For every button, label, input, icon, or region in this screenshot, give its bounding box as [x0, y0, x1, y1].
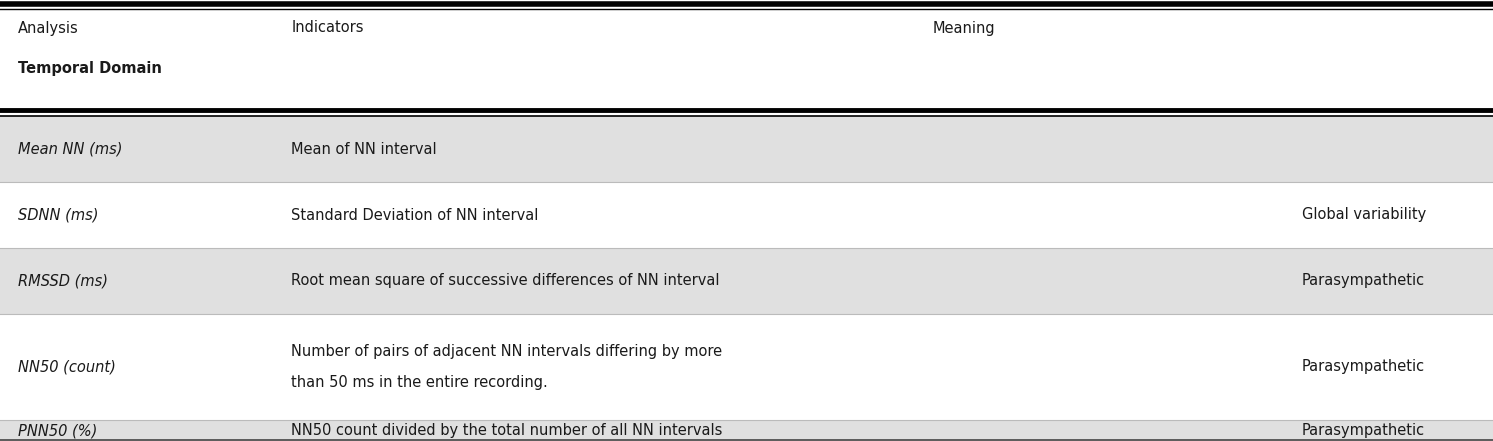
- Text: than 50 ms in the entire recording.: than 50 ms in the entire recording.: [291, 375, 548, 390]
- Bar: [0, 248, 1493, 314]
- Text: Mean NN (ms): Mean NN (ms): [18, 142, 122, 157]
- Text: SDNN (ms): SDNN (ms): [18, 208, 99, 223]
- Text: NN50 count divided by the total number of all NN intervals: NN50 count divided by the total number o…: [291, 423, 723, 438]
- Text: Indicators: Indicators: [291, 20, 364, 35]
- Text: Parasympathetic: Parasympathetic: [1302, 423, 1424, 438]
- Text: Mean of NN interval: Mean of NN interval: [291, 142, 437, 157]
- Text: Temporal Domain: Temporal Domain: [18, 60, 161, 75]
- Text: Parasympathetic: Parasympathetic: [1302, 359, 1424, 374]
- Bar: [0, 116, 1493, 182]
- Text: Analysis: Analysis: [18, 20, 79, 35]
- Text: Global variability: Global variability: [1302, 208, 1426, 223]
- Text: PNN50 (%): PNN50 (%): [18, 423, 97, 438]
- Text: Number of pairs of adjacent NN intervals differing by more: Number of pairs of adjacent NN intervals…: [291, 344, 723, 359]
- Bar: [0, 420, 1493, 441]
- Bar: [0, 182, 1493, 248]
- Text: Meaning: Meaning: [933, 20, 996, 35]
- Bar: [0, 314, 1493, 420]
- Text: Root mean square of successive differences of NN interval: Root mean square of successive differenc…: [291, 273, 720, 288]
- Text: Parasympathetic: Parasympathetic: [1302, 273, 1424, 288]
- Text: NN50 (count): NN50 (count): [18, 359, 116, 374]
- Text: Standard Deviation of NN interval: Standard Deviation of NN interval: [291, 208, 539, 223]
- Text: RMSSD (ms): RMSSD (ms): [18, 273, 107, 288]
